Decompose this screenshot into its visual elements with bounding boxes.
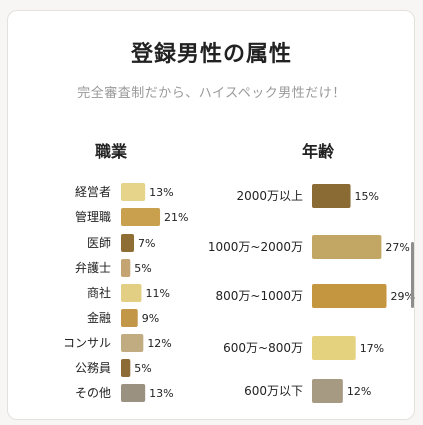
age-value-label: 12% <box>347 385 371 398</box>
age-bar <box>312 379 343 403</box>
age-category-label: 600万~800万 <box>223 341 303 355</box>
occupation-bar <box>121 334 144 352</box>
occupation-bar <box>121 359 131 377</box>
occupation-category-label: その他 <box>75 386 111 400</box>
occupation-bar <box>121 284 142 302</box>
page-title: 登録男性の属性 <box>130 42 292 67</box>
age-value-label: 17% <box>360 342 384 355</box>
occupation-bar <box>121 234 135 252</box>
occupation-value-label: 21% <box>164 211 188 224</box>
scrollbar[interactable] <box>411 242 414 308</box>
occupation-chart-title: 職業 <box>95 142 128 161</box>
age-value-label: 29% <box>391 290 415 303</box>
age-bar <box>312 284 387 308</box>
page-subtitle: 完全審査制だから、ハイスペック男性だけ！ <box>77 86 346 101</box>
occupation-bar <box>121 384 146 402</box>
age-value-label: 15% <box>355 190 379 203</box>
occupation-category-label: コンサル <box>63 336 111 350</box>
occupation-category-label: 商社 <box>87 285 111 300</box>
age-category-label: 2000万以上 <box>236 189 303 203</box>
occupation-category-label: 弁護士 <box>75 260 111 275</box>
age-category-label: 1000万~2000万 <box>208 240 303 254</box>
age-bar <box>312 235 382 259</box>
occupation-bar <box>121 259 131 277</box>
occupation-bar <box>121 309 138 327</box>
occupation-category-label: 医師 <box>87 236 111 250</box>
age-bar <box>312 184 351 208</box>
occupation-value-label: 9% <box>142 312 159 325</box>
occupation-value-label: 13% <box>149 387 173 400</box>
occupation-value-label: 7% <box>138 237 155 250</box>
occupation-value-label: 13% <box>149 186 173 199</box>
age-bar <box>312 336 356 360</box>
age-chart-title: 年齢 <box>302 142 335 161</box>
occupation-category-label: 公務員 <box>75 361 111 375</box>
occupation-value-label: 5% <box>134 262 151 275</box>
age-value-label: 27% <box>385 241 409 254</box>
occupation-category-label: 金融 <box>87 310 111 325</box>
occupation-category-label: 管理職 <box>75 209 111 224</box>
occupation-value-label: 12% <box>147 337 171 350</box>
occupation-category-label: 経営者 <box>75 185 111 199</box>
occupation-value-label: 5% <box>134 362 151 375</box>
occupation-value-label: 11% <box>145 287 169 300</box>
occupation-bar <box>121 183 146 201</box>
occupation-bar <box>121 208 161 226</box>
age-category-label: 600万以下 <box>244 384 303 398</box>
age-category-label: 800万~1000万 <box>216 289 304 303</box>
